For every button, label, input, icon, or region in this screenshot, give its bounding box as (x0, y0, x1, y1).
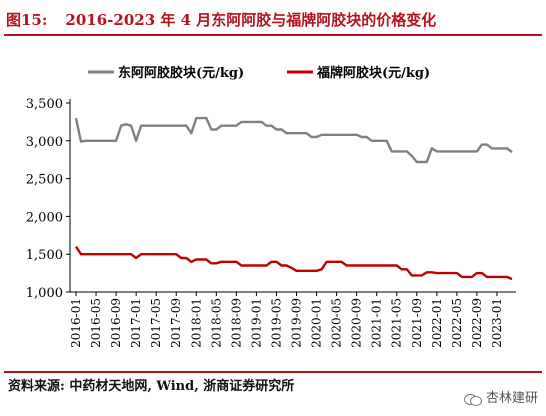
x-tick-label: 2016-01 (69, 298, 83, 348)
x-tick-label: 2020-09 (350, 298, 364, 348)
y-tick-label: 3,000 (26, 135, 63, 150)
source-rule (4, 371, 542, 373)
x-tick-label: 2022-09 (470, 298, 484, 348)
x-tick-label: 2018-09 (229, 298, 243, 348)
title-rule (4, 34, 542, 36)
x-tick-label: 2021-01 (370, 298, 384, 348)
x-tick-label: 2016-05 (89, 298, 103, 348)
x-tick-label: 2021-09 (410, 298, 424, 348)
x-tick-label: 2022-05 (450, 298, 464, 348)
x-tick-label: 2017-05 (149, 298, 163, 348)
figure-title: 图15: 2016-2023 年 4 月东阿阿胶与福牌阿胶块的价格变化 (6, 6, 540, 34)
watermark: 杏林建研 (463, 388, 538, 410)
legend-label: 福牌阿胶块(元/kg) (316, 65, 430, 81)
wechat-icon (463, 392, 482, 406)
x-tick-label: 2017-09 (169, 298, 183, 348)
figure-title-text: 2016-2023 年 4 月东阿阿胶与福牌阿胶块的价格变化 (65, 11, 437, 29)
y-tick-label: 3,500 (26, 97, 63, 112)
legend-label: 东阿阿胶胶块(元/kg) (118, 65, 244, 81)
y-tick-label: 2,000 (26, 210, 63, 225)
x-tick-label: 2018-05 (209, 298, 223, 348)
x-tick-label: 2019-05 (269, 298, 283, 348)
x-tick-label: 2022-01 (430, 298, 444, 348)
figure-number: 图15: (6, 11, 48, 29)
x-tick-label: 2019-09 (290, 298, 304, 348)
y-tick-label: 1,500 (26, 248, 63, 263)
series-line (74, 116, 513, 164)
series-line (74, 245, 513, 281)
y-tick-label: 1,000 (26, 286, 63, 301)
x-tick-label: 2021-05 (390, 298, 404, 348)
watermark-text: 杏林建研 (485, 391, 538, 406)
chart-series (74, 116, 513, 281)
price-chart: 1,000 1,500 2,000 2,500 3,000 3,500 2016-01 201… (26, 65, 516, 348)
x-tick-label: 2019-01 (249, 298, 263, 348)
y-tick-label: 2,500 (26, 173, 63, 188)
x-tick-label: 2018-01 (189, 298, 203, 348)
source-note: 资料来源: 中药材天地网, Wind, 浙商证券研究所 (8, 379, 295, 394)
chart-axes: 1,000 1,500 2,000 2,500 3,000 3,500 2016-01 201… (26, 97, 516, 348)
x-tick-label: 2023-01 (490, 298, 504, 348)
chart-legend: 东阿阿胶胶块(元/kg) 福牌阿胶块(元/kg) (88, 65, 430, 81)
x-tick-label: 2020-01 (310, 298, 324, 348)
x-tick-label: 2020-05 (330, 298, 344, 348)
x-tick-label: 2016-09 (109, 298, 123, 348)
x-tick-label: 2017-01 (129, 298, 143, 348)
